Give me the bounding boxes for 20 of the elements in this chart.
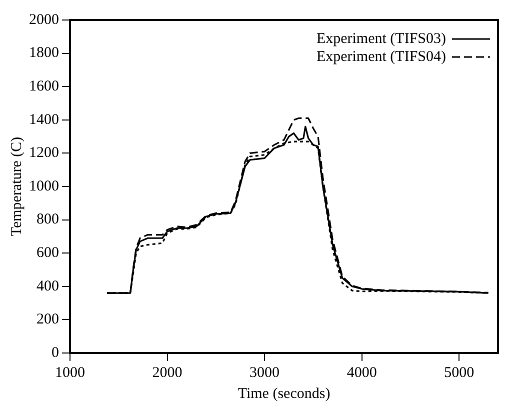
y-tick-label: 1400 bbox=[29, 112, 59, 128]
y-tick-label: 1800 bbox=[29, 45, 59, 62]
legend-label: Experiment (TIFS03) bbox=[316, 30, 446, 47]
y-tick-label: 1600 bbox=[29, 78, 59, 95]
y-axis-title: Temperature (C) bbox=[8, 136, 25, 236]
y-tick-label: 2000 bbox=[29, 12, 59, 28]
x-tick-label: 1000 bbox=[55, 364, 85, 381]
y-tick-label: 1000 bbox=[29, 178, 59, 194]
x-tick-label: 4000 bbox=[346, 364, 377, 381]
legend-label: Experiment (TIFS04) bbox=[316, 48, 446, 65]
y-tick-label: 600 bbox=[36, 245, 59, 262]
y-tick-label: 200 bbox=[36, 312, 59, 328]
x-tick-label: 2000 bbox=[152, 364, 182, 381]
y-tick-label: 0 bbox=[52, 344, 59, 361]
x-axis-title: Time (seconds) bbox=[238, 386, 330, 402]
y-tick-label: 1200 bbox=[29, 145, 59, 162]
x-tick-label: 3000 bbox=[250, 364, 280, 381]
x-tick-label: 5000 bbox=[444, 364, 474, 381]
y-tick-label: 400 bbox=[36, 278, 59, 294]
y-tick-label: 800 bbox=[36, 212, 59, 228]
